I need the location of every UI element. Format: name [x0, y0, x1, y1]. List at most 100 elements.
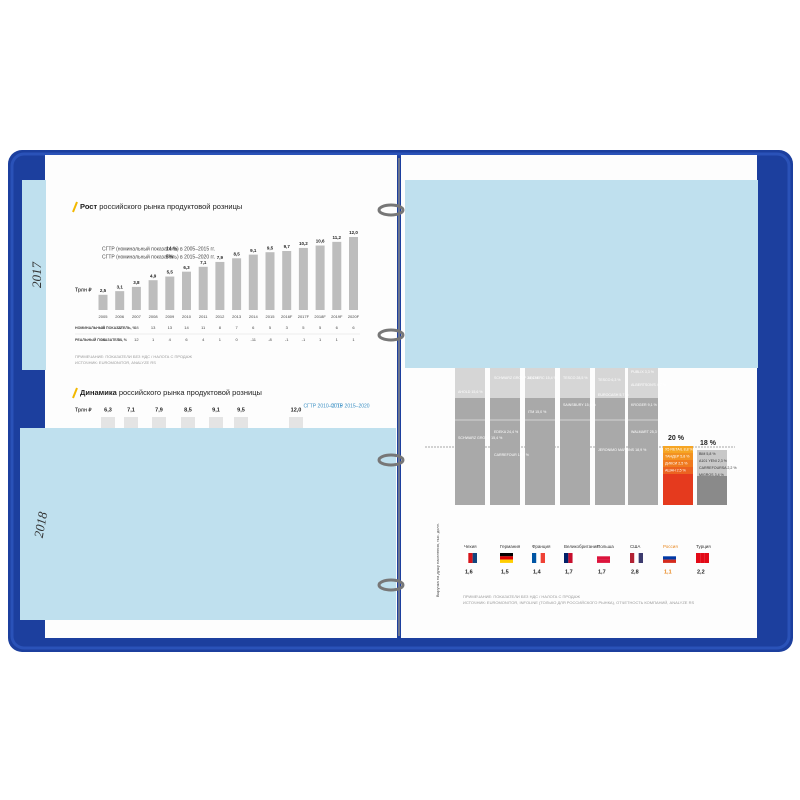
flag-stripe — [630, 553, 635, 563]
bar — [215, 261, 225, 310]
bar-top — [234, 417, 248, 429]
x-tick-label: 2009 — [165, 314, 175, 319]
row-value: 7 — [235, 325, 238, 330]
flag-stripe — [663, 556, 676, 560]
bar — [265, 252, 275, 310]
bar-top — [152, 417, 166, 429]
stack-label: АШАН 2,5 % — [665, 468, 687, 472]
x-tick-label: 2012 — [215, 314, 225, 319]
value-label: 3,8 — [133, 280, 140, 285]
cagr-value: 5% — [166, 254, 174, 260]
stack-label: EDEKA 24,4 % — [494, 430, 519, 434]
stack-part — [663, 460, 693, 467]
title-bold: Динамика — [80, 388, 118, 397]
bar — [332, 241, 342, 310]
stack-top — [697, 450, 727, 476]
flag-stripe — [536, 553, 541, 563]
flag-stripe — [638, 553, 643, 563]
rings — [377, 203, 405, 592]
x-tick-label: 2011 — [199, 314, 208, 319]
value-label: 7,9 — [155, 407, 163, 413]
country-value: 1,1 — [664, 569, 672, 575]
ring — [377, 203, 405, 217]
value-label: 2,5 — [100, 288, 107, 293]
value-label: 7,1 — [127, 407, 135, 413]
bar — [98, 294, 108, 310]
unit: Трлн ₽ — [75, 407, 92, 413]
row-value: -1 — [302, 337, 306, 342]
stack-label: CARREFOURSA 2,2 % — [699, 466, 737, 470]
source: ИСТОЧНИК: EUROMONITOR, ANALYZE RS — [75, 360, 156, 365]
stack-label: BIM 5,8 % — [699, 452, 716, 456]
cagr-value: 14 % — [166, 246, 178, 252]
value-label: 8,5 — [233, 251, 240, 256]
country: Польша — [597, 544, 614, 549]
x-tick-label: 2018F — [314, 314, 326, 319]
row-value: 12 — [134, 337, 139, 342]
value-label: 6,3 — [183, 265, 190, 270]
flag-stripe — [597, 556, 610, 560]
growth-chart: Рост российского рынка продуктовой розни… — [72, 201, 360, 365]
row-value: 5 — [319, 325, 322, 330]
row-value: 0 — [235, 337, 238, 342]
row-label: РЕАЛЬНЫЙ ПОКАЗАТЕЛЬ, % — [75, 338, 128, 342]
stack-top — [595, 368, 625, 398]
country-value: 1,6 — [465, 569, 473, 575]
value-label: 9,5 — [267, 245, 274, 250]
x-tick-label: 2007 — [132, 314, 142, 319]
chart-title: Рост российского рынка продуктовой розни… — [80, 202, 242, 211]
row-value: 6 — [352, 325, 355, 330]
note: ПРИМЕЧАНИЕ: ПОКАЗАТЕЛИ БЕЗ НДС / НАЛОГА … — [75, 354, 192, 359]
flag-stripe — [572, 553, 577, 563]
bar — [282, 250, 292, 310]
bar — [182, 271, 191, 310]
flag-stripe — [704, 553, 709, 563]
bar — [131, 286, 141, 310]
stack-label: SCHWARZ GROUP 15,4 % — [458, 436, 503, 440]
value-label: 5,5 — [167, 270, 174, 275]
stack-label: SAINSBURY 15,9 % — [563, 403, 597, 407]
ring — [377, 453, 405, 467]
title: российского рынка продуктовой розницы — [119, 388, 262, 397]
value-label: 10,2 — [299, 241, 308, 246]
dynamics-chart: Динамика российского рынка продуктовой р… — [72, 387, 370, 429]
country: Франция — [532, 544, 551, 549]
flag-stripe — [663, 553, 676, 557]
row-value: 5 — [302, 325, 305, 330]
stack-label: JERONIMO MARTINS 18,9 % — [598, 448, 647, 452]
flag-stripe — [540, 553, 545, 563]
row-label: НОМИНАЛЬНЫЙ ПОКАЗАТЕЛЬ, % — [75, 326, 137, 330]
row-value: 22 — [117, 325, 122, 330]
value-label: 4,9 — [150, 273, 157, 278]
retail-concentration: 20 % 18 % Выручка на душу населения, тыс… — [425, 368, 737, 605]
row-value: 14 — [184, 325, 189, 330]
x-tick-label: 2008 — [149, 314, 159, 319]
bar-top — [209, 417, 223, 429]
bar — [232, 258, 242, 310]
stack-label: X5 RETAIL 8,8 % — [665, 447, 694, 451]
bar-top — [181, 417, 195, 429]
flag-stripe — [468, 553, 473, 563]
flag-stripe — [597, 553, 610, 557]
bar — [148, 280, 158, 310]
bar-top — [124, 417, 138, 429]
sheet-2018 — [20, 428, 396, 620]
stack-label: PUBLIX 3,3 % — [631, 370, 655, 374]
stack-label: WALMART 25,3 % — [631, 430, 662, 434]
row-value: 6 — [252, 325, 255, 330]
flag-stripe — [464, 553, 469, 563]
value-label: 8,5 — [184, 407, 192, 413]
stack-label: TESCO 6,3 % — [598, 378, 621, 382]
row-value: 4 — [202, 337, 205, 342]
stack-top — [490, 368, 520, 398]
country: Турция — [696, 544, 711, 549]
country: Великобритания — [564, 544, 599, 549]
value-label: 9,7 — [284, 244, 291, 249]
stack-label: CARREFOUR 18,1 % — [494, 453, 530, 457]
row-value: 4 — [169, 337, 172, 342]
bar-top — [289, 417, 303, 429]
x-tick-label: 2017F — [298, 314, 310, 319]
country: США — [630, 544, 640, 549]
